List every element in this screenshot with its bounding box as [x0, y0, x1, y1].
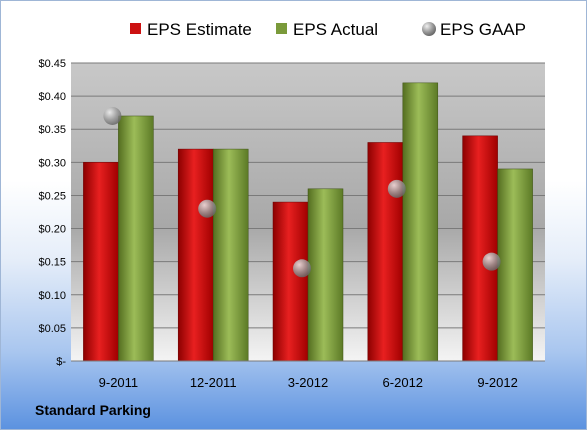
bar-eps-estimate [83, 162, 119, 362]
bar-eps-actual [212, 148, 249, 362]
y-tick-label: $- [56, 356, 66, 368]
legend-swatch [130, 23, 141, 34]
y-tick-label: $0.20 [38, 224, 66, 236]
y-tick-label: $0.45 [38, 58, 66, 70]
legend-label: EPS GAAP [440, 20, 526, 39]
point-eps-gaap [293, 259, 311, 278]
y-tick-label: $0.40 [38, 91, 66, 103]
legend-label: EPS Estimate [147, 20, 252, 39]
bar-eps-estimate [462, 135, 498, 362]
bar-eps-actual [497, 168, 533, 362]
y-tick-label: $0.35 [38, 124, 66, 136]
point-eps-gaap [103, 106, 122, 125]
legend-label: EPS Actual [293, 20, 378, 39]
point-eps-gaap [387, 179, 406, 198]
y-tick-label: $0.30 [38, 157, 66, 169]
bar-eps-actual [402, 82, 439, 362]
x-tick-label: 9-2012 [477, 375, 517, 390]
y-tick-label: $0.25 [38, 190, 66, 202]
bar-eps-estimate [367, 142, 404, 362]
legend-swatch [276, 23, 287, 34]
company-name: Standard Parking [35, 402, 151, 418]
bar-eps-estimate [177, 148, 214, 362]
bar-eps-actual [307, 188, 344, 362]
x-tick-label: 3-2012 [288, 375, 328, 390]
legend-swatch [422, 22, 436, 36]
bar-eps-actual [118, 115, 154, 362]
x-tick-label: 9-2011 [99, 375, 139, 390]
point-eps-gaap [198, 199, 217, 218]
point-eps-gaap [482, 252, 501, 271]
y-tick-label: $0.10 [38, 290, 66, 302]
y-tick-label: $0.15 [38, 257, 66, 269]
bar-eps-estimate [272, 201, 309, 362]
y-tick-label: $0.05 [38, 323, 66, 335]
x-tick-label: 6-2012 [383, 375, 423, 390]
x-tick-label: 12-2011 [190, 375, 237, 390]
